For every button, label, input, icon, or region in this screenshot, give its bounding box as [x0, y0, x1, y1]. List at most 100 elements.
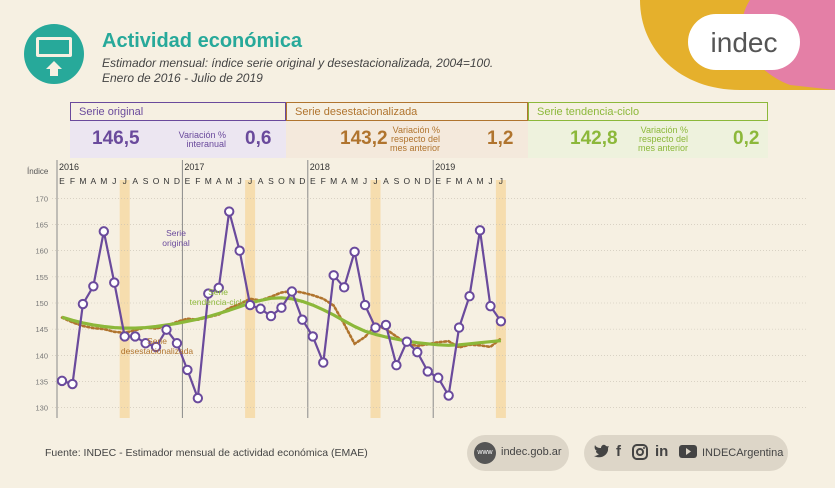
month-label: A: [258, 176, 264, 186]
month-label: S: [394, 176, 400, 186]
month-label: A: [383, 176, 389, 186]
month-label: M: [476, 176, 483, 186]
website-link[interactable]: www indec.gob.ar: [467, 435, 569, 471]
month-label: E: [310, 176, 316, 186]
month-label: M: [330, 176, 337, 186]
y-tick-label: 165: [35, 221, 48, 230]
month-label: A: [91, 176, 97, 186]
y-tick-label: 170: [35, 194, 48, 203]
y-axis-label: Índice: [27, 167, 49, 176]
series-line-tendencia: [61, 296, 502, 347]
youtube-icon[interactable]: [679, 445, 697, 462]
year-label: 2017: [184, 162, 204, 172]
month-label: N: [289, 176, 295, 186]
data-point: [88, 281, 99, 292]
series-label: desestacionalizada: [121, 346, 194, 356]
series-label: original: [162, 238, 190, 248]
month-label: J: [499, 176, 503, 186]
panel-variation-label: Variación % respecto del mes anterior: [389, 125, 440, 153]
data-point: [67, 378, 78, 390]
data-point: [286, 286, 298, 297]
instagram-icon[interactable]: [632, 444, 648, 464]
highlight-column: [495, 180, 506, 418]
page-title: Actividad económica: [102, 30, 303, 52]
month-label: J: [363, 176, 367, 186]
data-point: [213, 282, 224, 294]
subtitle-line-1: Estimador mensual: índice serie original…: [102, 56, 494, 70]
panel-value: 143,2: [340, 128, 388, 149]
month-label: J: [238, 176, 242, 186]
month-label: O: [278, 176, 285, 186]
month-label: M: [456, 176, 463, 186]
corner-decoration: indec: [640, 0, 835, 90]
month-label: A: [132, 176, 138, 186]
website-text: indec.gob.ar: [501, 446, 562, 458]
month-label: D: [174, 176, 180, 186]
subtitle-line-2: Enero de 2016 - Julio de 2019: [102, 71, 263, 85]
panel-header: Serie desestacionalizada: [286, 102, 528, 121]
page-subtitle: Estimador mensual: índice serie original…: [102, 56, 493, 86]
data-point: [182, 364, 193, 376]
data-point: [422, 366, 433, 377]
month-label: J: [488, 176, 492, 186]
data-point: [370, 322, 381, 333]
series-label: Serie: [147, 336, 167, 346]
panel-body: 143,2 Variación % respecto del mes anterior…: [286, 121, 528, 158]
data-point: [338, 282, 350, 293]
panel-value: 146,5: [92, 128, 140, 149]
panel-variation-value: 1,2: [487, 128, 514, 149]
month-label: M: [79, 176, 86, 186]
month-label: M: [205, 176, 212, 186]
data-point: [485, 300, 496, 312]
data-point: [161, 324, 172, 335]
data-point: [119, 331, 130, 342]
activity-icon: [24, 24, 84, 84]
data-point: [150, 341, 162, 353]
data-point: [98, 226, 110, 237]
panel-variation-value: 0,2: [733, 128, 760, 149]
month-label: J: [248, 176, 252, 186]
month-label: M: [100, 176, 107, 186]
data-point: [244, 299, 256, 311]
month-label: J: [112, 176, 116, 186]
data-point: [443, 390, 454, 401]
series-label: Serie: [208, 287, 228, 297]
panel-value: 142,8: [570, 128, 618, 149]
data-point: [192, 392, 204, 404]
brand-logo: indec: [711, 27, 778, 58]
twitter-icon[interactable]: [594, 444, 610, 462]
data-point: [433, 372, 444, 383]
data-point: [328, 270, 339, 281]
month-label: F: [195, 176, 200, 186]
data-point: [255, 303, 266, 314]
month-label: S: [268, 176, 274, 186]
data-point: [401, 336, 413, 347]
month-label: A: [216, 176, 222, 186]
month-label: A: [341, 176, 347, 186]
facebook-icon[interactable]: f: [616, 443, 621, 460]
month-label: D: [425, 176, 431, 186]
panel-variation-label: Variación % respecto del mes anterior: [637, 125, 688, 153]
month-label: A: [467, 176, 473, 186]
month-label: F: [446, 176, 451, 186]
data-point: [349, 246, 360, 257]
highlight-column: [370, 180, 381, 418]
month-label: J: [373, 176, 377, 186]
month-label: F: [70, 176, 75, 186]
data-point: [224, 206, 235, 217]
month-label: S: [143, 176, 149, 186]
data-point: [391, 360, 402, 371]
data-point: [474, 225, 486, 236]
y-tick-label: 135: [35, 377, 48, 386]
data-point: [129, 331, 141, 342]
month-label: E: [185, 176, 191, 186]
data-point: [359, 299, 371, 311]
y-tick-label: 130: [35, 404, 48, 413]
data-point: [203, 288, 214, 299]
data-point: [380, 319, 392, 331]
panel-header: Serie original: [70, 102, 286, 121]
month-label: F: [321, 176, 326, 186]
month-label: J: [123, 176, 127, 186]
linkedin-icon[interactable]: in: [655, 443, 669, 460]
month-label: O: [153, 176, 160, 186]
